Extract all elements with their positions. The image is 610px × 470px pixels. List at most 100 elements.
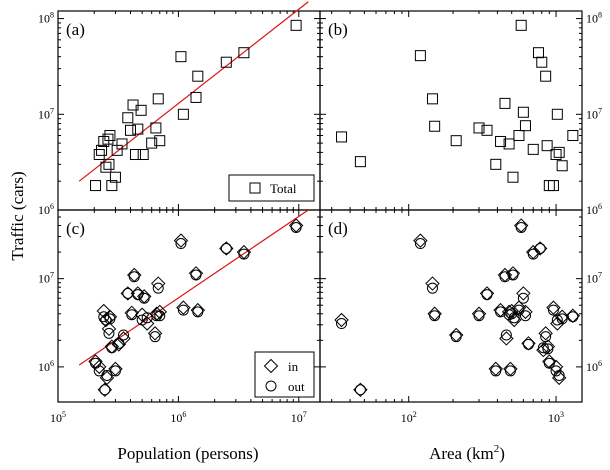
panel-a-ytick-label-exp: 7 (50, 106, 54, 115)
panel-c-point-circle (136, 314, 148, 326)
panel-c-xtick-label-base: 10 (291, 411, 303, 425)
panel-a-point-square (175, 51, 187, 63)
panel-c-ytick-label-exp: 6 (50, 359, 54, 368)
x-axis-title-area-main: Area (km (429, 444, 494, 463)
panel-d-point-diamond (511, 300, 527, 315)
panel-c-legend-marker-in (263, 358, 279, 374)
x-axis-title-population: Population (persons) (117, 444, 258, 463)
panel-a-point-square (98, 135, 110, 147)
panel-a-ytick-label-exp: 6 (50, 202, 54, 211)
panel-a-ytick-label-base: 10 (38, 107, 50, 121)
panel-b-point-square (541, 140, 553, 152)
panel-c-point-circle (138, 292, 150, 304)
panel-d-ytick-label: 106 (586, 359, 602, 374)
panel-c-point-circle (290, 222, 302, 234)
panel-d-point-circle (500, 329, 512, 341)
panel-c-point-circle (90, 357, 102, 369)
panel-d-point-diamond (504, 303, 519, 319)
panel-b-point-square (414, 50, 426, 62)
panel-c-point-circle (99, 384, 111, 396)
panel-a-ytick-label-base: 10 (38, 203, 50, 217)
panel-b-point-square (481, 124, 493, 136)
panel-c-point-circle (220, 242, 232, 254)
panel-c-point-diamond (173, 233, 189, 248)
panel-c-legend-marker-out (265, 380, 277, 392)
panel-a-point-square (96, 144, 108, 156)
panel-c-point-diamond (101, 321, 117, 337)
panel-d-point-circle (504, 365, 516, 377)
panel-c-point-diamond (147, 326, 163, 341)
panel-a-ytick-label: 108 (38, 11, 54, 26)
panel-a-point-square (150, 122, 162, 134)
panel-d-point-circle (519, 310, 531, 322)
panel-c-xtick-label-base: 10 (50, 411, 62, 425)
panel-c-xtick-label-exp: 7 (303, 410, 307, 419)
panel-a-legend-marker (249, 182, 261, 194)
panel-c-ytick-label-base: 10 (38, 360, 50, 374)
panel-c-point-circle (98, 311, 110, 323)
panel-a-point-square (102, 133, 114, 145)
panel-a-point-square (192, 70, 204, 82)
panel-b-point-square (540, 70, 552, 82)
panel-c-point-diamond (92, 359, 107, 375)
panel-c-legend-box (254, 351, 315, 398)
panel-b-ytick-label-exp: 7 (598, 106, 602, 115)
panel-a-point-square (93, 149, 105, 161)
panel-d-point-circle (540, 331, 552, 343)
panel-d-xtick-label: 102 (401, 410, 417, 425)
panel-d-point-circle (567, 311, 579, 323)
panel-d-point-circle (507, 269, 519, 281)
panel-c-ytick-label-exp: 7 (50, 271, 54, 280)
panel-c-point-circle (192, 306, 204, 318)
panel-d-point-circle (517, 292, 529, 304)
panel-c-xtick-label: 105 (50, 410, 66, 425)
panel-d-xtick-label-base: 10 (401, 411, 413, 425)
panel-c-point-circle (151, 310, 163, 322)
panel-b-ytick-label: 107 (586, 106, 602, 121)
panel-d-point-circle (513, 304, 525, 316)
panel-c-point-circle (175, 238, 187, 250)
panel-d-point-diamond (518, 304, 533, 320)
panel-d-point-diamond (488, 361, 504, 377)
panel-d-series-in (334, 218, 581, 398)
panel-d-point-circle (473, 310, 485, 322)
panel-c-ytick-label: 106 (38, 359, 54, 374)
panel-c-legend-label-in: in (288, 359, 299, 374)
panel-c-point-diamond (151, 276, 166, 291)
panel-b-ytick-label-base: 10 (586, 107, 598, 121)
panel-a-series-total (90, 19, 302, 192)
panel-b-ytick-label-exp: 6 (598, 202, 602, 211)
panel-b-ytick-label: 106 (586, 202, 602, 217)
panel-b-point-square (536, 56, 548, 68)
panel-b-label: (b) (328, 20, 348, 39)
panel-a-point-square (90, 180, 102, 192)
panel-a-point-square (103, 158, 115, 170)
panel-b-point-square (550, 149, 562, 161)
panel-d-series-out (336, 222, 579, 396)
panel-d-point-circle (556, 313, 568, 325)
panel-c-point-diamond (152, 304, 167, 320)
panel-c-point-circle (93, 365, 105, 377)
panel-d-ytick-label-base: 10 (586, 360, 598, 374)
panel-b-ytick-label-base: 10 (586, 203, 598, 217)
x-axis-title-area-sup: 2 (494, 443, 500, 455)
panel-a-point-square (238, 47, 250, 59)
panel-a-legend: Total (228, 174, 315, 202)
panel-b-point-square (499, 97, 511, 109)
panel-c-point-circle (101, 369, 113, 381)
panel-c-xtick-label: 107 (291, 410, 307, 425)
panel-d-point-circle (450, 331, 462, 343)
panel-a-point-square (129, 149, 141, 161)
panel-c-point-diamond (176, 300, 191, 315)
panel-c-point-diamond (99, 370, 115, 386)
panel-c-series-out (90, 222, 302, 396)
panel-d-point-circle (553, 369, 565, 381)
panel-b-ytick-label-exp: 8 (598, 11, 602, 20)
panel-d-point-circle (547, 304, 559, 316)
panel-d-ytick-label-base: 10 (586, 272, 598, 286)
panel-d-point-diamond (413, 233, 428, 248)
panel-b-series-total (336, 19, 579, 192)
panel-c-legend-label-out: out (288, 379, 305, 394)
panel-d-point-circle (515, 222, 527, 234)
